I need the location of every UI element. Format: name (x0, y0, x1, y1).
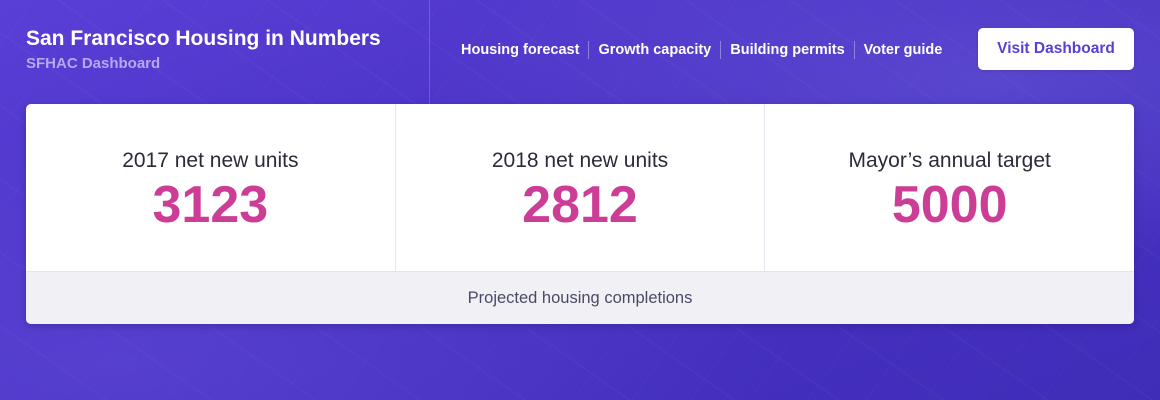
nav-link-voter-guide[interactable]: Voter guide (863, 42, 943, 58)
nav-link-building-permits[interactable]: Building permits (730, 42, 845, 58)
site-subtitle: SFHAC Dashboard (26, 55, 161, 72)
stats-card: 2017 net new units 3123 2018 net new uni… (26, 104, 1134, 324)
stat-label: 2018 net new units (491, 149, 669, 172)
stat-2017-net-new-units: 2017 net new units 3123 (26, 104, 396, 271)
nav-link-growth-capacity[interactable]: Growth capacity (598, 42, 712, 58)
site-title[interactable]: San Francisco Housing in Numbers (26, 27, 381, 50)
nav-separator (720, 41, 722, 59)
projected-completions-footer[interactable]: Projected housing completions (26, 271, 1134, 324)
main-nav: Housing forecast Growth capacity Buildin… (461, 40, 942, 60)
stat-label: Mayor’s annual target (848, 149, 1051, 172)
stat-label: 2017 net new units (122, 149, 299, 172)
header-divider (429, 0, 430, 104)
nav-link-housing-forecast[interactable]: Housing forecast (461, 42, 580, 58)
stats-row: 2017 net new units 3123 2018 net new uni… (26, 104, 1134, 271)
nav-separator (588, 41, 590, 59)
stat-value: 3123 (152, 176, 269, 234)
site-header: San Francisco Housing in Numbers SFHAC D… (0, 0, 1160, 104)
visit-dashboard-button[interactable]: Visit Dashboard (978, 28, 1134, 70)
brand[interactable]: San Francisco Housing in Numbers SFHAC D… (26, 26, 381, 74)
stat-value: 2812 (522, 176, 638, 234)
stat-value: 5000 (891, 176, 1008, 234)
stat-2018-net-new-units: 2018 net new units 2812 (396, 104, 766, 271)
nav-separator (853, 41, 855, 59)
stat-mayors-annual-target: Mayor’s annual target 5000 (765, 104, 1134, 271)
